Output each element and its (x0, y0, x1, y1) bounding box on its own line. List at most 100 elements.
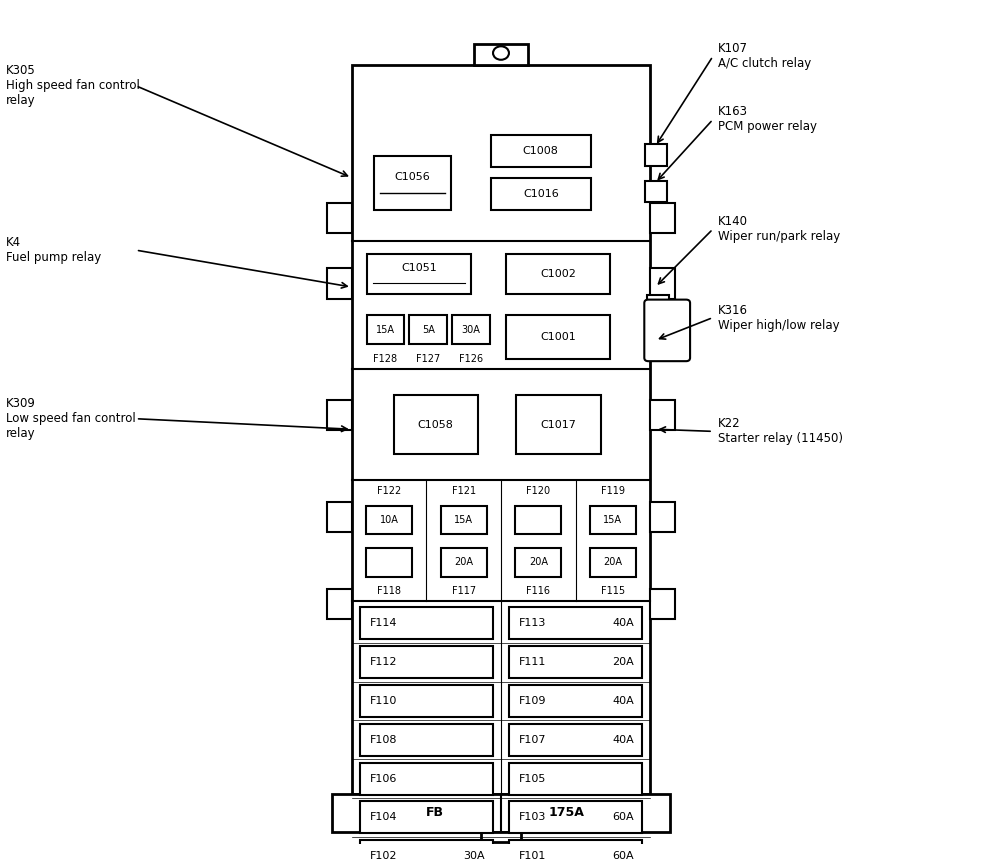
Text: F117: F117 (452, 586, 476, 596)
Text: 60A: 60A (613, 813, 635, 822)
Text: 10A: 10A (379, 515, 398, 525)
Bar (331, 794, 671, 832)
Text: F113: F113 (519, 618, 546, 629)
Bar (359, 646, 493, 679)
Bar (326, 268, 351, 298)
Text: C1001: C1001 (540, 332, 576, 341)
Bar (359, 840, 493, 860)
Text: F128: F128 (373, 354, 397, 364)
Text: F114: F114 (369, 618, 397, 629)
Text: F118: F118 (377, 586, 401, 596)
Bar (474, 44, 528, 64)
Bar (506, 315, 611, 359)
Bar (648, 295, 670, 314)
Bar (359, 763, 493, 795)
Text: K309
Low speed fan control
relay: K309 Low speed fan control relay (6, 397, 136, 440)
Text: F107: F107 (519, 734, 546, 745)
Bar (516, 395, 601, 454)
Bar (509, 646, 643, 679)
Text: C1051: C1051 (401, 263, 437, 273)
Text: F111: F111 (519, 657, 546, 667)
Bar (506, 254, 611, 294)
Bar (515, 548, 562, 576)
Bar (651, 268, 676, 298)
Text: K4
Fuel pump relay: K4 Fuel pump relay (6, 237, 102, 264)
Bar (366, 254, 471, 294)
Bar (590, 548, 636, 576)
Bar (509, 802, 643, 833)
Bar (651, 589, 676, 619)
Bar (409, 316, 447, 344)
Text: F109: F109 (519, 696, 546, 706)
Text: C1017: C1017 (540, 420, 576, 429)
Text: F127: F127 (416, 354, 440, 364)
Text: 40A: 40A (613, 618, 635, 629)
Bar (452, 316, 490, 344)
Bar (393, 395, 478, 454)
Text: F121: F121 (452, 486, 476, 496)
Text: 20A: 20A (529, 557, 548, 568)
FancyBboxPatch shape (645, 299, 690, 361)
Bar (359, 607, 493, 640)
Text: 15A: 15A (376, 324, 395, 335)
Bar (359, 802, 493, 833)
Text: C1058: C1058 (418, 420, 454, 429)
Text: C1008: C1008 (523, 145, 559, 156)
Text: C1056: C1056 (394, 171, 430, 181)
Text: 15A: 15A (454, 515, 473, 525)
Text: K22
Starter relay (11450): K22 Starter relay (11450) (718, 417, 843, 445)
Text: F102: F102 (369, 851, 397, 860)
Text: 15A: 15A (604, 515, 623, 525)
Bar (646, 181, 668, 202)
Text: 20A: 20A (604, 557, 623, 568)
Text: F101: F101 (519, 851, 546, 860)
Bar (326, 501, 351, 532)
Text: K140
Wiper run/park relay: K140 Wiper run/park relay (718, 215, 840, 243)
Bar (509, 685, 643, 717)
Text: F104: F104 (369, 813, 397, 822)
Text: F116: F116 (526, 586, 550, 596)
Bar (651, 400, 676, 430)
Bar (648, 321, 670, 340)
Text: F105: F105 (519, 773, 546, 783)
Text: K163
PCM power relay: K163 PCM power relay (718, 106, 817, 133)
Text: F112: F112 (369, 657, 397, 667)
Bar (491, 178, 591, 211)
Text: F126: F126 (459, 354, 483, 364)
Bar (366, 506, 412, 534)
Bar (509, 763, 643, 795)
Bar (651, 203, 676, 233)
Bar (326, 400, 351, 430)
Bar (359, 685, 493, 717)
Bar (590, 506, 636, 534)
Bar (359, 724, 493, 756)
Text: F110: F110 (369, 696, 397, 706)
Bar (351, 64, 651, 794)
Text: F122: F122 (377, 486, 401, 496)
Text: K107
A/C clutch relay: K107 A/C clutch relay (718, 42, 811, 71)
Text: F108: F108 (369, 734, 397, 745)
Text: 175A: 175A (549, 807, 585, 820)
Text: 40A: 40A (613, 696, 635, 706)
Bar (326, 203, 351, 233)
Text: FB: FB (426, 807, 444, 820)
Bar (373, 156, 451, 211)
Text: F115: F115 (601, 586, 625, 596)
Bar (326, 589, 351, 619)
Bar (366, 316, 404, 344)
Text: C1016: C1016 (523, 189, 559, 200)
Text: K305
High speed fan control
relay: K305 High speed fan control relay (6, 64, 141, 108)
Bar (440, 506, 487, 534)
Text: F103: F103 (519, 813, 546, 822)
Text: 20A: 20A (613, 657, 635, 667)
Text: 40A: 40A (613, 734, 635, 745)
Bar (651, 501, 676, 532)
Bar (366, 548, 412, 576)
Text: C1002: C1002 (540, 269, 576, 280)
Text: F106: F106 (369, 773, 397, 783)
Text: F119: F119 (601, 486, 625, 496)
Text: F120: F120 (526, 486, 550, 496)
Text: 30A: 30A (463, 851, 485, 860)
Bar (509, 724, 643, 756)
Bar (509, 840, 643, 860)
